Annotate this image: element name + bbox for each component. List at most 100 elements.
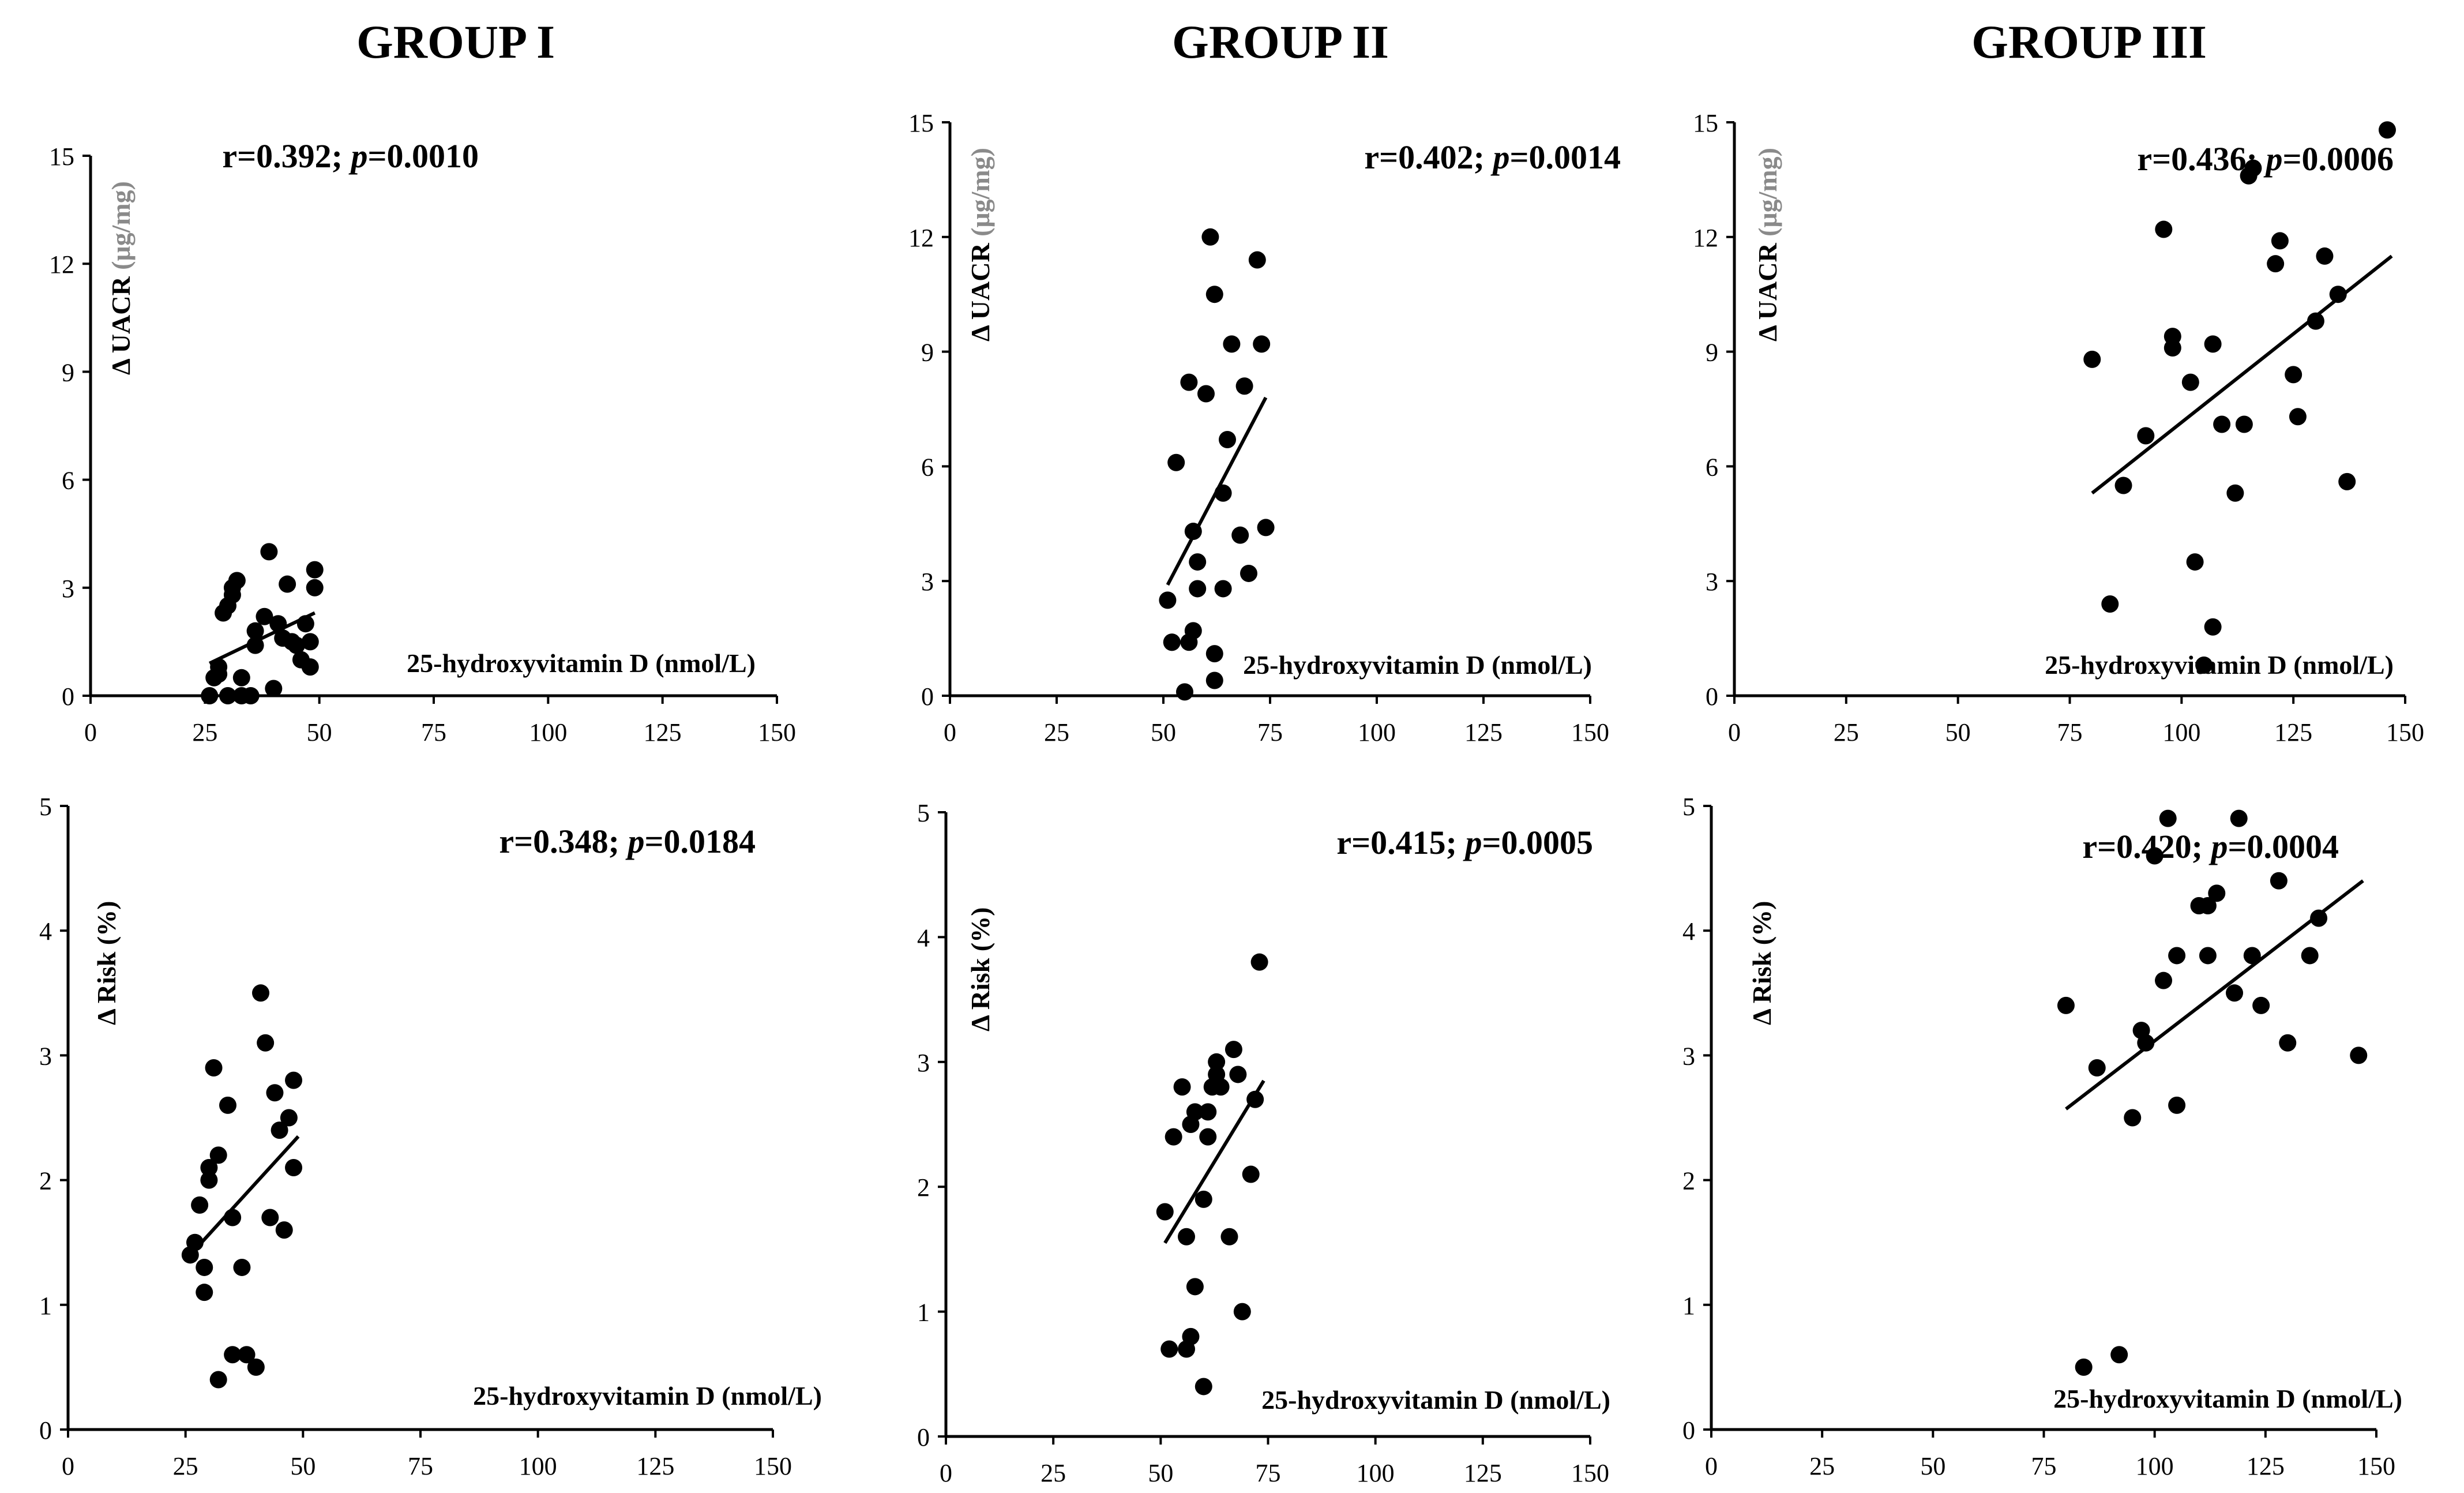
uacr-g1-x-axis-label: 25-hydroxyvitamin D (nmol/L): [407, 648, 756, 678]
uacr-g2-trend-line: [1166, 396, 1268, 586]
risk-g2-data-point: [1178, 1228, 1196, 1246]
risk-g3-data-point: [2075, 1358, 2093, 1376]
risk-g3-data-point: [2199, 947, 2217, 965]
risk-g1-data-point: [266, 1084, 284, 1102]
uacr-g2-y-tick-label: 0: [921, 682, 934, 711]
uacr-g2-x-tick-label: 0: [944, 718, 956, 746]
risk-g3-y-axis-label: Δ Risk (%): [1747, 901, 1776, 1025]
risk-g3-data-point: [2208, 884, 2226, 902]
uacr-g2-data-point: [1184, 622, 1202, 640]
risk-g2-data-point: [1199, 1103, 1217, 1121]
uacr-g3-data-point: [2137, 427, 2155, 445]
uacr-g3-data-point: [2316, 247, 2334, 265]
risk-g2-y-tick-label: 3: [917, 1049, 930, 1077]
risk-g2-data-point: [1208, 1053, 1226, 1071]
uacr-g1-x-tick-label: 50: [307, 718, 332, 746]
uacr-g2-data-point: [1197, 385, 1215, 403]
uacr-g2-data-point: [1219, 431, 1236, 449]
uacr-g3-data-point: [2181, 373, 2199, 391]
risk-g2-data-point: [1186, 1103, 1204, 1121]
risk-g1-data-point: [205, 1059, 223, 1077]
risk-g3-trend-line: [2065, 879, 2364, 1111]
uacr-g3-y-axis-label: Δ UACR (μg/mg): [1753, 148, 1782, 342]
uacr-g3-y-tick-label: 12: [1693, 224, 1718, 252]
risk-g1-x-tick-label: 0: [62, 1452, 74, 1480]
risk-g1-data-point: [238, 1346, 256, 1364]
uacr-g2-data-point: [1248, 251, 1266, 269]
risk-g2-y-tick-label: 4: [917, 924, 930, 952]
risk-g3-x-tick-label: 25: [1809, 1452, 1835, 1480]
uacr-g3-x-tick-label: 125: [2274, 718, 2312, 746]
uacr-g3-data-point: [2226, 484, 2244, 502]
risk-g2-data-point: [1233, 1303, 1251, 1321]
risk-g1-x-tick-label: 100: [519, 1452, 557, 1480]
risk-g1-x-tick-label: 125: [636, 1452, 674, 1480]
uacr-g1-y-axis-label: Δ UACR (μg/mg): [106, 181, 136, 375]
uacr-g2-y-tick-label: 9: [921, 339, 934, 367]
uacr-g1-data-point: [219, 687, 236, 704]
uacr-g3-data-point: [2186, 553, 2204, 571]
risk-g2-data-point: [1195, 1378, 1212, 1396]
uacr-g1-data-point: [301, 658, 319, 676]
risk-g2-x-tick-label: 75: [1256, 1459, 1281, 1487]
uacr-g2-data-point: [1205, 672, 1223, 689]
risk-g2-stat-label: r=0.415; p=0.0005: [1336, 824, 1593, 861]
uacr-g2-x-tick-label: 125: [1464, 718, 1503, 746]
risk-g3-y-tick-label: 5: [1682, 793, 1695, 821]
uacr-g2-data-point: [1253, 335, 1271, 353]
uacr-g2-data-point: [1189, 580, 1207, 598]
uacr-g2-x-tick-label: 100: [1358, 718, 1396, 746]
risk-g3-x-tick-label: 75: [2031, 1452, 2057, 1480]
uacr-g2-x-axis-label: 25-hydroxyvitamin D (nmol/L): [1243, 650, 1592, 680]
uacr-g3-trend-line: [2091, 254, 2393, 495]
risk-g2-x-tick-label: 50: [1148, 1459, 1173, 1487]
risk-g3-y-tick-label: 2: [1682, 1167, 1695, 1195]
risk-g1-stat-label: r=0.348; p=0.0184: [499, 823, 756, 860]
uacr-g1-data-point: [279, 575, 296, 593]
risk-g1-data-point: [285, 1071, 303, 1089]
risk-g3-y-tick-label: 3: [1682, 1042, 1695, 1070]
risk-g2-data-point: [1242, 1165, 1260, 1183]
uacr-g3-data-point: [2267, 255, 2285, 273]
risk-g2-x-tick-label: 25: [1041, 1459, 1066, 1487]
risk-g3-data-point: [2230, 809, 2248, 827]
risk-g3-y-tick-label: 4: [1682, 917, 1695, 946]
uacr-g3-data-point: [2195, 656, 2213, 674]
risk-g3-data-point: [2270, 872, 2288, 890]
risk-g2-trend-line: [1163, 1079, 1265, 1244]
risk-g1-y-tick-label: 1: [39, 1292, 52, 1320]
risk-g3-data-point: [2155, 971, 2173, 989]
uacr-g2-x-tick-label: 150: [1571, 718, 1609, 746]
uacr-g1-data-point: [301, 633, 319, 651]
risk-g3-data-point: [2168, 947, 2186, 965]
uacr-g2-stat-label: r=0.402; p=0.0014: [1364, 138, 1621, 176]
risk-g1-data-point: [285, 1158, 303, 1176]
uacr-g2-data-point: [1159, 591, 1177, 609]
uacr-g3-data-point: [2244, 159, 2262, 177]
risk-g3-data-point: [2168, 1096, 2186, 1114]
risk-g3-y-tick-label: 0: [1682, 1416, 1695, 1445]
uacr-g2-data-point: [1235, 377, 1253, 395]
risk-g1-data-point: [196, 1258, 213, 1276]
uacr-g2-y-axis-label: Δ UACR (μg/mg): [966, 148, 995, 342]
uacr-g1-x-tick-label: 75: [421, 718, 446, 746]
uacr-g3-data-point: [2329, 286, 2347, 303]
uacr-g3-y-tick-label: 15: [1693, 109, 1718, 137]
risk-g1-data-point: [247, 1358, 265, 1376]
uacr-g1-y-tick-label: 12: [49, 250, 74, 279]
risk-g2-data-point: [1212, 1078, 1230, 1096]
uacr-g2-y-tick-label: 15: [908, 109, 934, 137]
risk-g3-x-axis-label: 25-hydroxyvitamin D (nmol/L): [2053, 1384, 2402, 1413]
risk-g2-data-point: [1165, 1128, 1182, 1146]
risk-g2-x-tick-label: 100: [1357, 1459, 1395, 1487]
risk-g1-y-tick-label: 3: [39, 1042, 52, 1070]
uacr-g1-data-point: [260, 543, 278, 561]
uacr-g3-y-tick-label: 6: [1706, 453, 1718, 481]
risk-g1-x-tick-label: 75: [408, 1452, 433, 1480]
uacr-g1-data-point: [242, 687, 260, 704]
risk-g3-data-point: [2350, 1046, 2368, 1064]
risk-g2-data-point: [1156, 1203, 1174, 1221]
uacr-g1-y-tick-label: 3: [62, 575, 74, 603]
uacr-g3-stat-label: r=0.436; p=0.0006: [2137, 140, 2394, 178]
